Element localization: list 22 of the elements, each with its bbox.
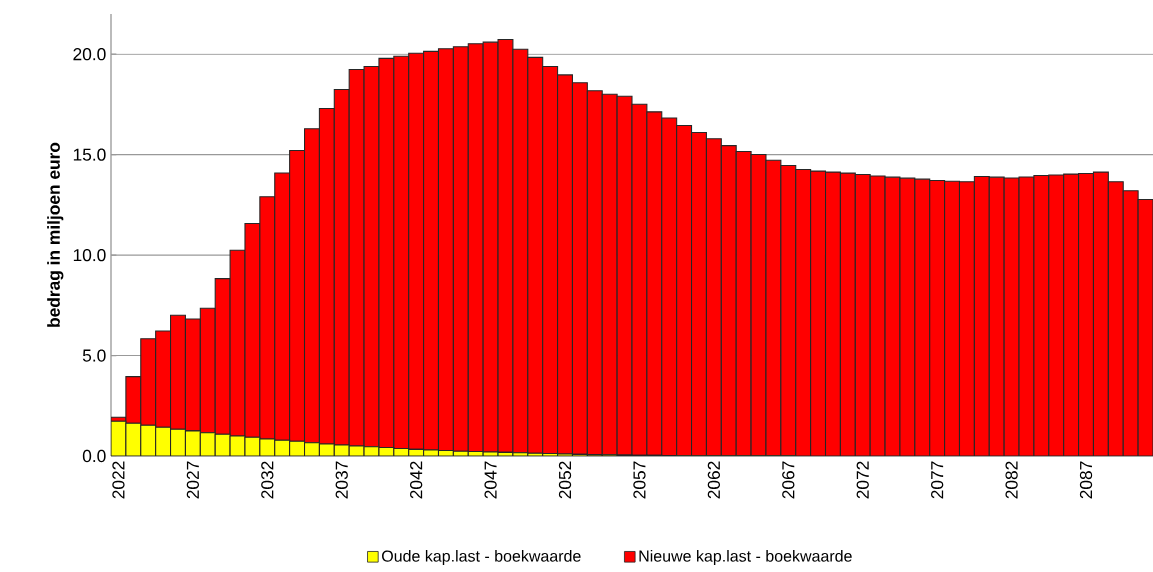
y-tick-label: 5.0 xyxy=(82,349,106,362)
legend-label: Nieuwe kap.last - boekwaarde xyxy=(639,550,852,565)
y-tick-label: 15.0 xyxy=(73,148,106,161)
x-tick-label: 2057 xyxy=(633,461,646,499)
y-tick-label: 20.0 xyxy=(73,48,106,61)
x-tick-label: 2082 xyxy=(1005,461,1018,499)
x-tick-label: 2047 xyxy=(484,461,497,499)
x-tick-label: 2032 xyxy=(261,461,274,499)
x-tick-label: 2062 xyxy=(707,461,721,499)
x-tick-label: 2067 xyxy=(782,461,795,499)
x-tick-label: 2087 xyxy=(1079,461,1093,499)
x-tick-label: 2072 xyxy=(856,461,869,499)
x-tick-label: 2042 xyxy=(410,461,423,499)
legend-label: Oude kap.last - boekwaarde xyxy=(382,550,581,565)
x-tick-label: 2022 xyxy=(112,461,125,499)
y-axis-title: bedrag in miljoen euro xyxy=(47,142,64,327)
y-tick-label: 10.0 xyxy=(73,248,106,262)
y-tick-label: 0.0 xyxy=(82,449,106,463)
x-tick-label: 2027 xyxy=(186,461,200,499)
x-tick-label: 2077 xyxy=(931,461,944,499)
x-tick-label: 2052 xyxy=(558,461,572,499)
x-tick-label: 2037 xyxy=(335,461,348,499)
